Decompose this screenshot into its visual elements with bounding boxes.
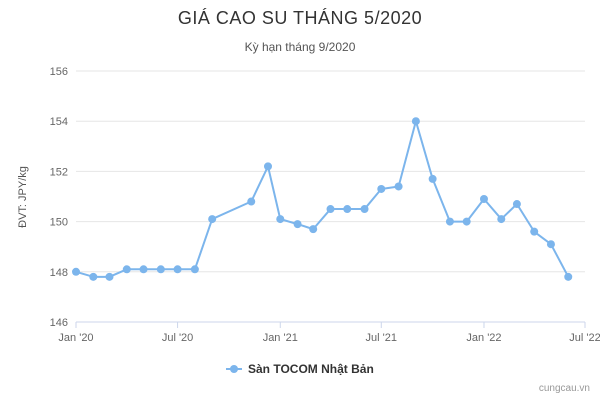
data-point[interactable] xyxy=(293,220,302,229)
x-axis: Jan '20 Jul '20 Jan '21 Jul '21 Jan '22 Jul '… xyxy=(58,321,600,344)
data-point[interactable] xyxy=(208,215,217,224)
data-point[interactable] xyxy=(139,265,148,274)
legend-marker xyxy=(230,365,238,373)
data-point[interactable] xyxy=(263,162,272,171)
legend[interactable]: Sàn TOCOM Nhật Bản xyxy=(226,362,374,376)
x-tick-label: Jan '21 xyxy=(263,332,298,344)
data-point[interactable] xyxy=(564,272,573,281)
data-point[interactable] xyxy=(479,195,488,204)
legend-label: Sàn TOCOM Nhật Bản xyxy=(248,362,374,376)
data-point[interactable] xyxy=(377,184,386,193)
data-point[interactable] xyxy=(512,200,521,209)
x-tick-label: Jul '22 xyxy=(569,332,600,344)
y-tick-label: 150 xyxy=(50,217,68,229)
data-point[interactable] xyxy=(462,217,471,226)
data-point[interactable] xyxy=(105,272,114,281)
credit: cungcau.vn xyxy=(538,383,590,394)
y-tick-label: 154 xyxy=(50,116,68,128)
data-point[interactable] xyxy=(190,265,199,274)
data-point[interactable] xyxy=(360,205,369,214)
y-axis-label: ĐVT: JPY/kg xyxy=(17,166,29,228)
data-point[interactable] xyxy=(89,272,98,281)
data-point[interactable] xyxy=(72,267,80,276)
x-tick-label: Jan '22 xyxy=(466,332,501,344)
data-point[interactable] xyxy=(411,117,420,126)
data-point[interactable] xyxy=(497,215,506,224)
data-point[interactable] xyxy=(276,215,285,224)
x-tick-label: Jan '20 xyxy=(58,332,93,344)
data-point[interactable] xyxy=(445,217,454,226)
y-tick-label: 148 xyxy=(50,267,68,279)
data-point[interactable] xyxy=(530,227,539,236)
data-point[interactable] xyxy=(122,265,131,274)
series-line xyxy=(75,120,570,278)
y-tick-label: 156 xyxy=(50,66,68,78)
gridlines xyxy=(76,70,585,323)
data-point[interactable] xyxy=(173,265,182,274)
data-point[interactable] xyxy=(326,205,335,214)
data-point[interactable] xyxy=(156,265,165,274)
data-point[interactable] xyxy=(309,225,318,234)
data-point[interactable] xyxy=(428,174,437,183)
y-axis-ticks: 146 148 150 152 154 156 xyxy=(50,66,68,329)
x-tick-label: Jul '21 xyxy=(366,332,397,344)
x-tick-label: Jul '20 xyxy=(162,332,193,344)
chart-title: GIÁ CAO SU THÁNG 5/2020 xyxy=(177,8,423,28)
data-point[interactable] xyxy=(546,240,555,249)
data-point[interactable] xyxy=(394,182,403,191)
chart-subtitle: Kỳ hạn tháng 9/2020 xyxy=(244,40,356,54)
y-tick-label: 146 xyxy=(50,317,68,329)
y-tick-label: 152 xyxy=(50,166,68,178)
data-point[interactable] xyxy=(247,197,256,206)
series-group xyxy=(72,117,573,281)
data-point[interactable] xyxy=(343,205,352,214)
